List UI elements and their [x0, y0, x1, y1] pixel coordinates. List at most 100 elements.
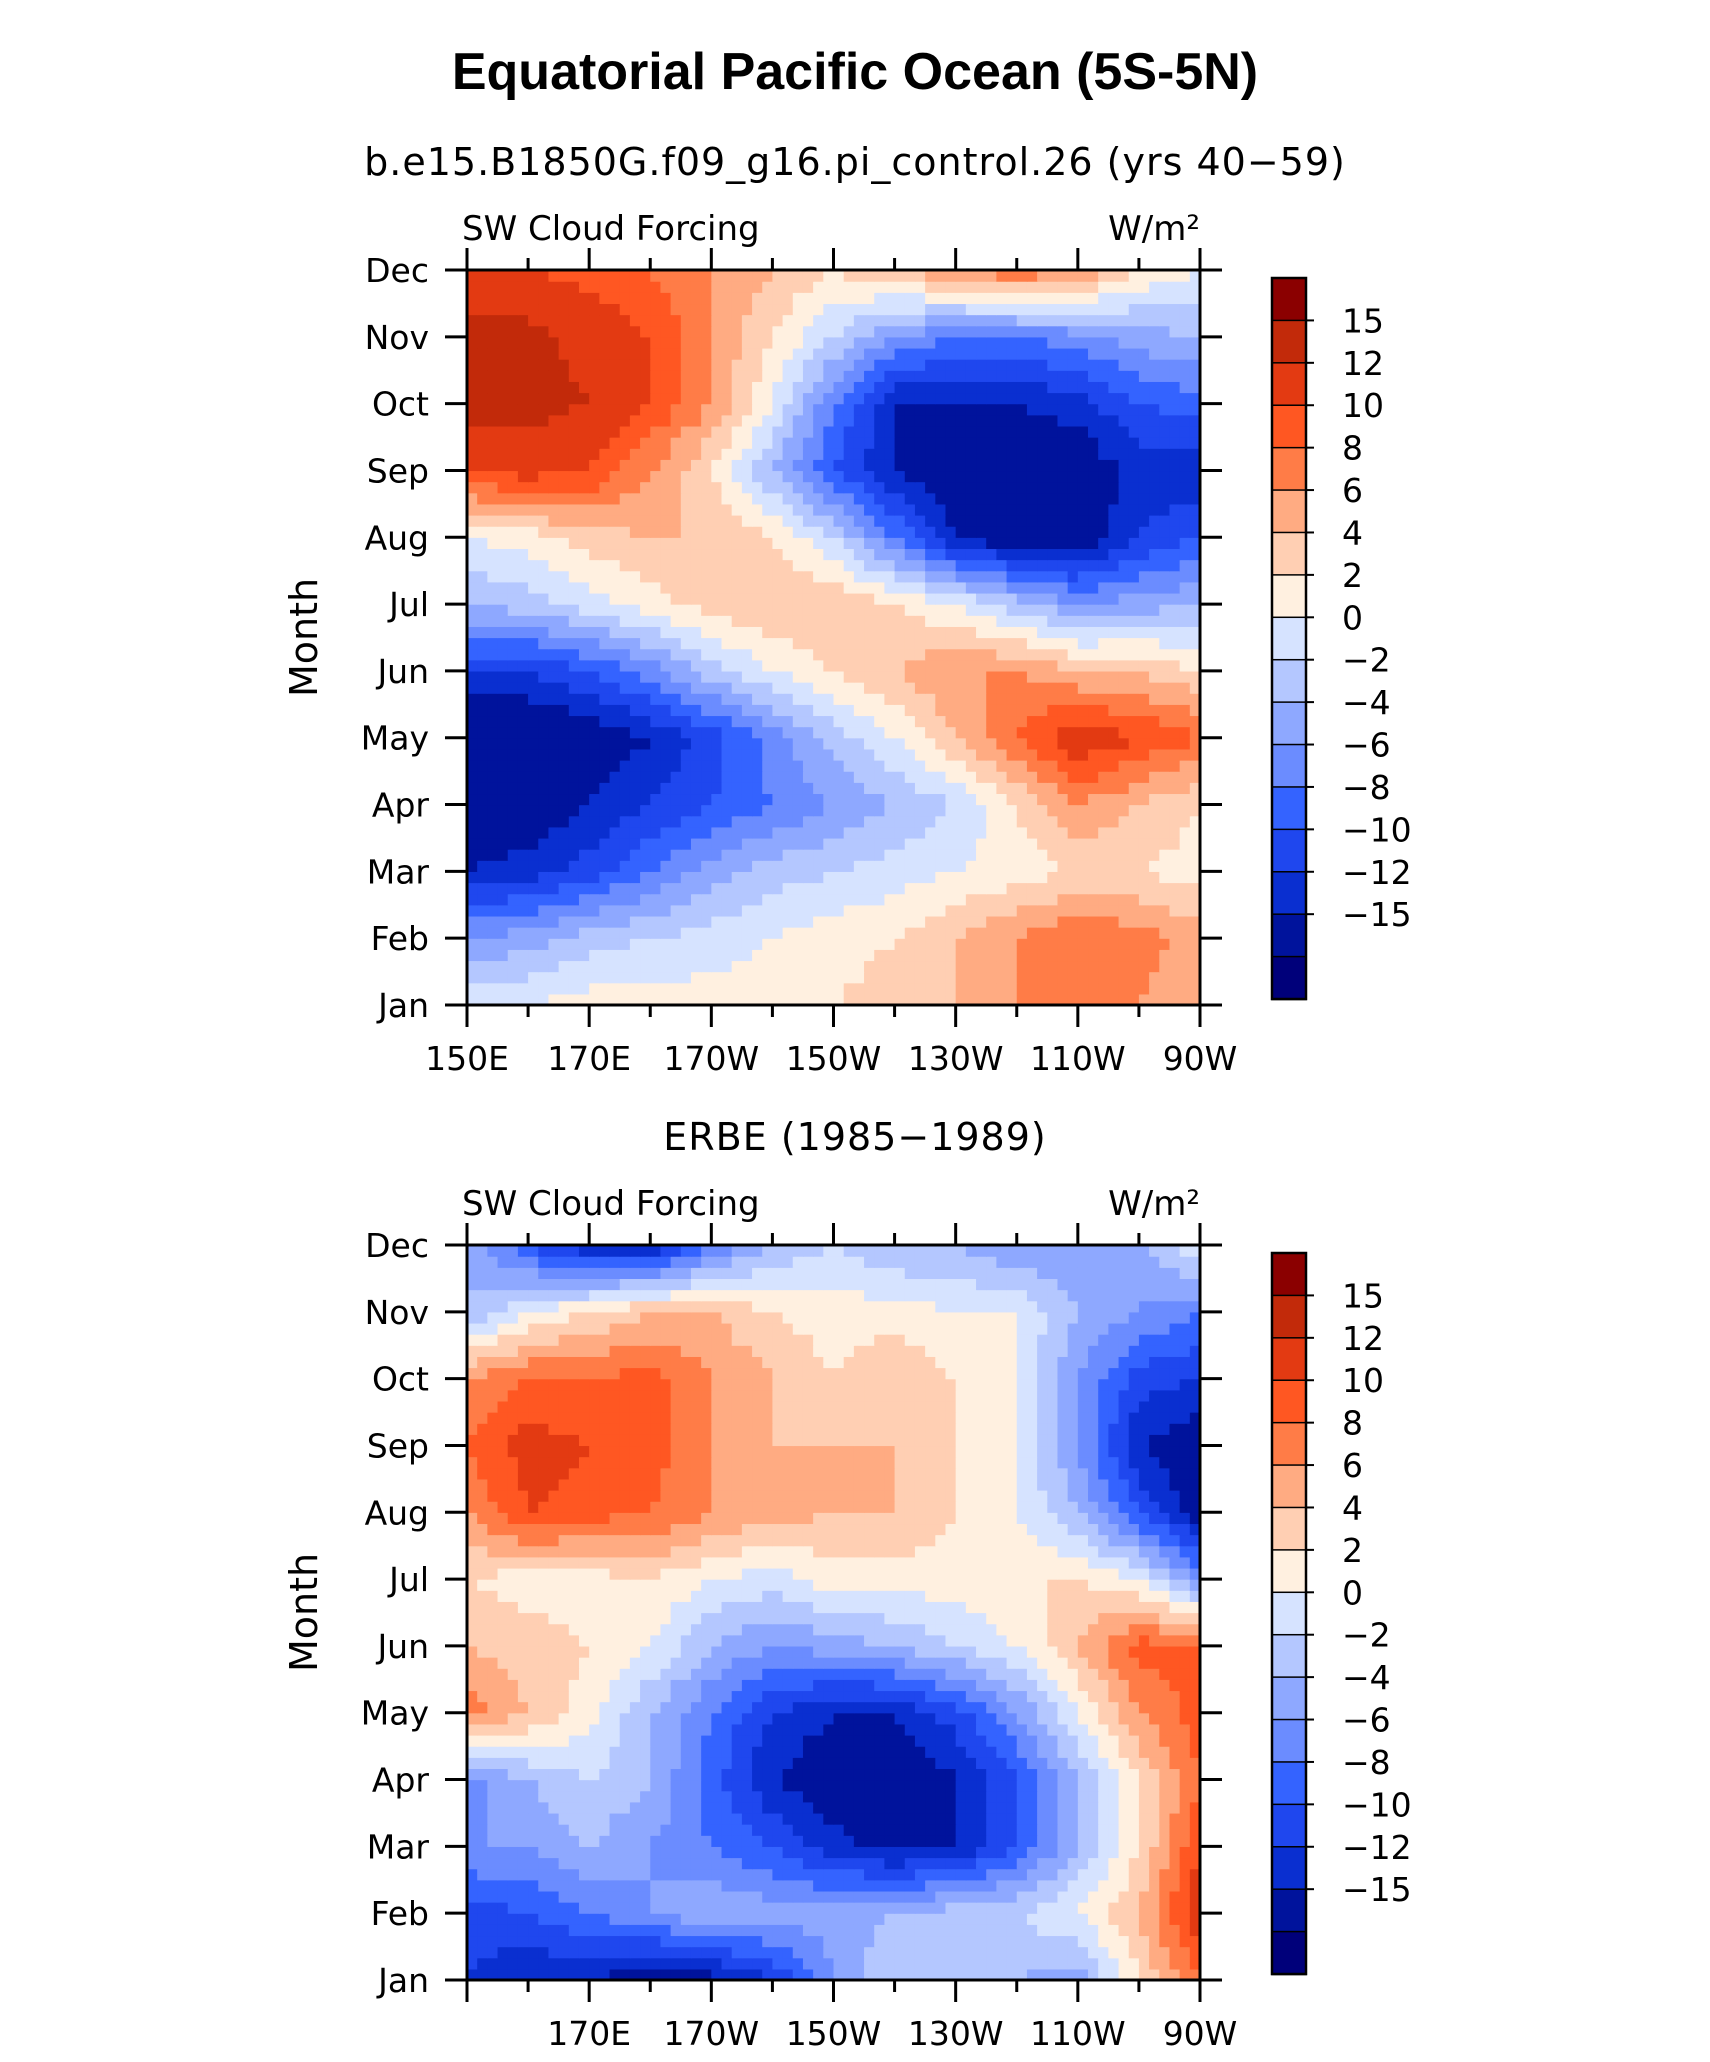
- heatmap-cell: [568, 804, 580, 817]
- heatmap-cell: [660, 904, 672, 917]
- heatmap-cell: [813, 370, 824, 382]
- heatmap-cell: [609, 592, 621, 605]
- heatmap-cell: [477, 381, 488, 394]
- heatmap-cell: [701, 481, 712, 494]
- heatmap-cell: [507, 804, 519, 817]
- heatmap-cell: [1189, 804, 1201, 817]
- heatmap-cell: [1026, 347, 1038, 360]
- heatmap-cell: [996, 915, 1008, 928]
- heatmap-cell: [965, 760, 977, 772]
- heatmap-cell: [721, 693, 733, 705]
- heatmap-cell: [986, 693, 997, 705]
- heatmap-cell: [619, 1968, 631, 1981]
- y-tick-label: Jun: [375, 652, 429, 691]
- heatmap-cell: [711, 481, 723, 494]
- heatmap-cell: [976, 559, 987, 572]
- heatmap-cell: [782, 826, 794, 839]
- heatmap-cell: [721, 581, 733, 594]
- heatmap-cell: [976, 726, 987, 739]
- heatmap-cell: [945, 904, 957, 917]
- heatmap-cell: [650, 592, 662, 605]
- heatmap-cell: [1108, 637, 1120, 650]
- heatmap-cell: [1077, 270, 1089, 282]
- heatmap-cell: [1047, 470, 1059, 483]
- heatmap-cell: [477, 492, 488, 505]
- heatmap-cell: [680, 592, 692, 605]
- heatmap-cell: [874, 704, 885, 717]
- heatmap-cell: [1016, 682, 1028, 694]
- heatmap-cell: [1179, 826, 1191, 839]
- heatmap-cell: [670, 860, 682, 872]
- heatmap-cell: [1138, 470, 1150, 483]
- heatmap-cell: [711, 804, 723, 817]
- heatmap-cell: [925, 1968, 936, 1981]
- heatmap-cell: [925, 849, 936, 861]
- heatmap-cell: [711, 648, 723, 661]
- heatmap-cell: [1098, 325, 1109, 338]
- heatmap-cell: [711, 448, 723, 460]
- heatmap-cell: [1189, 281, 1201, 293]
- heatmap-cell: [517, 425, 529, 438]
- heatmap-cell: [843, 414, 855, 427]
- heatmap-cell: [680, 604, 692, 616]
- heatmap-cell: [741, 615, 753, 627]
- heatmap-cell: [568, 270, 580, 282]
- heatmap-cell: [914, 927, 926, 939]
- heatmap-cell: [1108, 347, 1120, 360]
- heatmap-cell: [690, 392, 702, 405]
- heatmap-cell: [609, 971, 621, 984]
- heatmap-cell: [914, 748, 926, 761]
- heatmap-cell: [853, 737, 865, 750]
- heatmap-cell: [792, 1957, 804, 1970]
- heatmap-cell: [599, 693, 611, 705]
- heatmap-cell: [752, 481, 763, 494]
- heatmap-cell: [772, 381, 784, 394]
- heatmap-cell: [558, 837, 570, 850]
- heatmap-cell: [894, 515, 906, 527]
- heatmap-cell: [1037, 336, 1048, 349]
- heatmap-cell: [650, 503, 662, 516]
- heatmap-cell: [467, 982, 478, 995]
- heatmap-cell: [711, 682, 723, 694]
- heatmap-cell: [507, 303, 519, 316]
- heatmap-cell: [864, 314, 875, 327]
- heatmap-cell: [609, 648, 621, 661]
- heatmap-cell: [538, 381, 550, 394]
- heatmap-cell: [976, 392, 987, 405]
- heatmap-cell: [955, 570, 967, 583]
- heatmap-cell: [568, 526, 580, 538]
- heatmap-cell: [914, 381, 926, 394]
- heatmap-cell: [517, 548, 529, 561]
- heatmap-cell: [680, 359, 692, 371]
- heatmap-cell: [1138, 826, 1150, 839]
- heatmap-cell: [1037, 392, 1048, 405]
- heatmap-cell: [925, 726, 936, 739]
- heatmap-cell: [833, 515, 845, 527]
- heatmap-cell: [701, 670, 712, 683]
- heatmap-cell: [935, 515, 947, 527]
- heatmap-cell: [497, 915, 509, 928]
- heatmap-cell: [945, 782, 957, 795]
- heatmap-cell: [965, 570, 977, 583]
- heatmap-cell: [1128, 570, 1140, 583]
- heatmap-cell: [650, 971, 662, 984]
- heatmap-cell: [640, 670, 651, 683]
- heatmap-cell: [823, 804, 835, 817]
- heatmap-cell: [874, 347, 885, 360]
- heatmap-cell: [1169, 615, 1181, 627]
- heatmap-cell: [976, 804, 987, 817]
- heatmap-cell: [670, 726, 682, 739]
- heatmap-cell: [731, 526, 743, 538]
- heatmap-cell: [1128, 325, 1140, 338]
- heatmap-cell: [955, 470, 967, 483]
- heatmap-cell: [833, 915, 845, 928]
- heatmap-cell: [986, 804, 997, 817]
- heatmap-cell: [884, 604, 896, 616]
- heatmap-cell: [497, 782, 509, 795]
- heatmap-cell: [996, 281, 1008, 293]
- heatmap-cell: [843, 693, 855, 705]
- heatmap-cell: [711, 303, 723, 316]
- heatmap-cell: [843, 982, 855, 995]
- heatmap-cell: [650, 392, 662, 405]
- heatmap-cell: [467, 325, 478, 338]
